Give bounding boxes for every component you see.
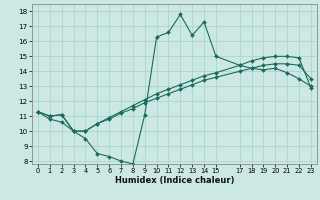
X-axis label: Humidex (Indice chaleur): Humidex (Indice chaleur) [115, 176, 234, 185]
